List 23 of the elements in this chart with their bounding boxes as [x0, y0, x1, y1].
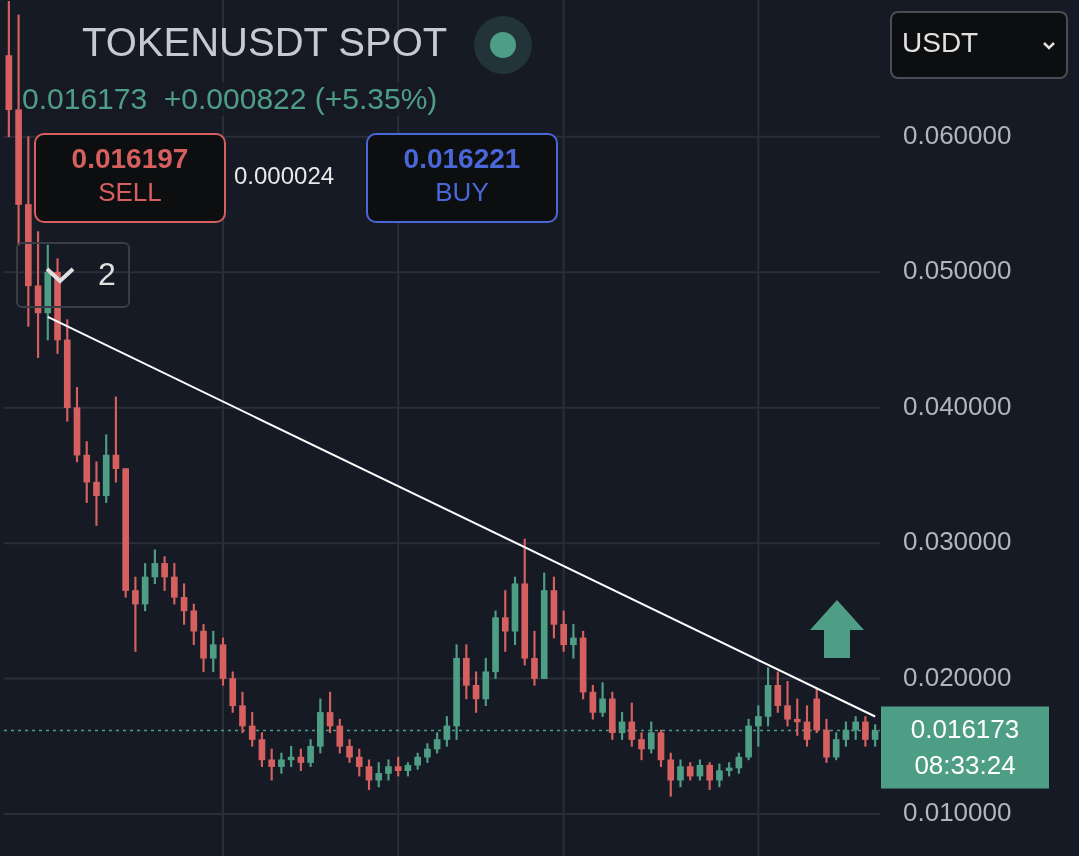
annotation: 0.016221: [402, 143, 522, 175]
collapse-field: 2: [16, 242, 130, 308]
annotation: SELL: [97, 177, 163, 208]
y-tick-label: 0.030000: [903, 526, 1012, 557]
annotation: BUY: [434, 177, 490, 208]
text: 0.016173 +0.000822 (+5.35%): [22, 82, 438, 116]
annotation: 0.000024: [234, 162, 335, 190]
y-tick-label: 0.020000: [903, 661, 1012, 692]
sell-button: 0.016197 SELL: [34, 133, 226, 223]
y-tick-label: 0.040000: [903, 390, 1012, 421]
y-tick-label: 0.060000: [903, 119, 1012, 150]
annotation: 0.016197: [70, 143, 190, 175]
candlestick: [638, 732, 645, 761]
annotation: 2: [98, 256, 116, 293]
text: 08:33:24: [914, 749, 1016, 780]
candlestick: [784, 680, 791, 727]
y-tick-label: 0.010000: [903, 797, 1012, 828]
buy-button: 0.016221 BUY: [366, 133, 558, 223]
text: TOKENUSDT SPOT: [82, 20, 448, 65]
candlestick: [93, 461, 100, 526]
ref-line-label: 0.016173: [910, 713, 1020, 744]
y-tick-label: 0.050000: [903, 255, 1012, 286]
dropdown-field: USDT: [890, 11, 1068, 79]
